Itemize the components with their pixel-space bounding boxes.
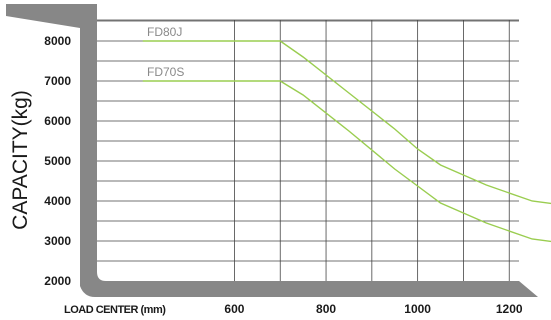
y-tick-label: 4000 (44, 194, 71, 208)
x-tick-label: 600 (224, 302, 244, 316)
x-tick-label: 800 (316, 302, 336, 316)
chart-frame (6, 4, 538, 297)
x-tick-labels: 600800100012001400 (224, 302, 523, 316)
series-line-fd80j (142, 40, 551, 205)
y-axis-title: CAPACITY(kg) (9, 90, 32, 230)
series-label-fd80j: FD80J (147, 25, 182, 39)
y-tick-label: 6000 (44, 114, 71, 128)
series-layer: FD80J FD70S (142, 25, 551, 243)
y-tick-label: 7000 (44, 74, 71, 88)
y-tick-label: 5000 (44, 154, 71, 168)
series-label-fd70s: FD70S (147, 65, 184, 79)
y-tick-labels: 2000 3000 4000 5000 6000 7000 8000 (44, 34, 71, 288)
x-tick-label: 1000 (404, 302, 431, 316)
frame-shape (6, 4, 538, 297)
y-tick-label: 2000 (44, 274, 71, 288)
y-tick-label: 3000 (44, 234, 71, 248)
y-tick-label: 8000 (44, 34, 71, 48)
grid-layer (97, 19, 519, 281)
x-axis-title: LOAD CENTER (mm) (64, 304, 166, 316)
series-line-fd70s (142, 80, 551, 243)
x-tick-label: 1200 (496, 302, 523, 316)
